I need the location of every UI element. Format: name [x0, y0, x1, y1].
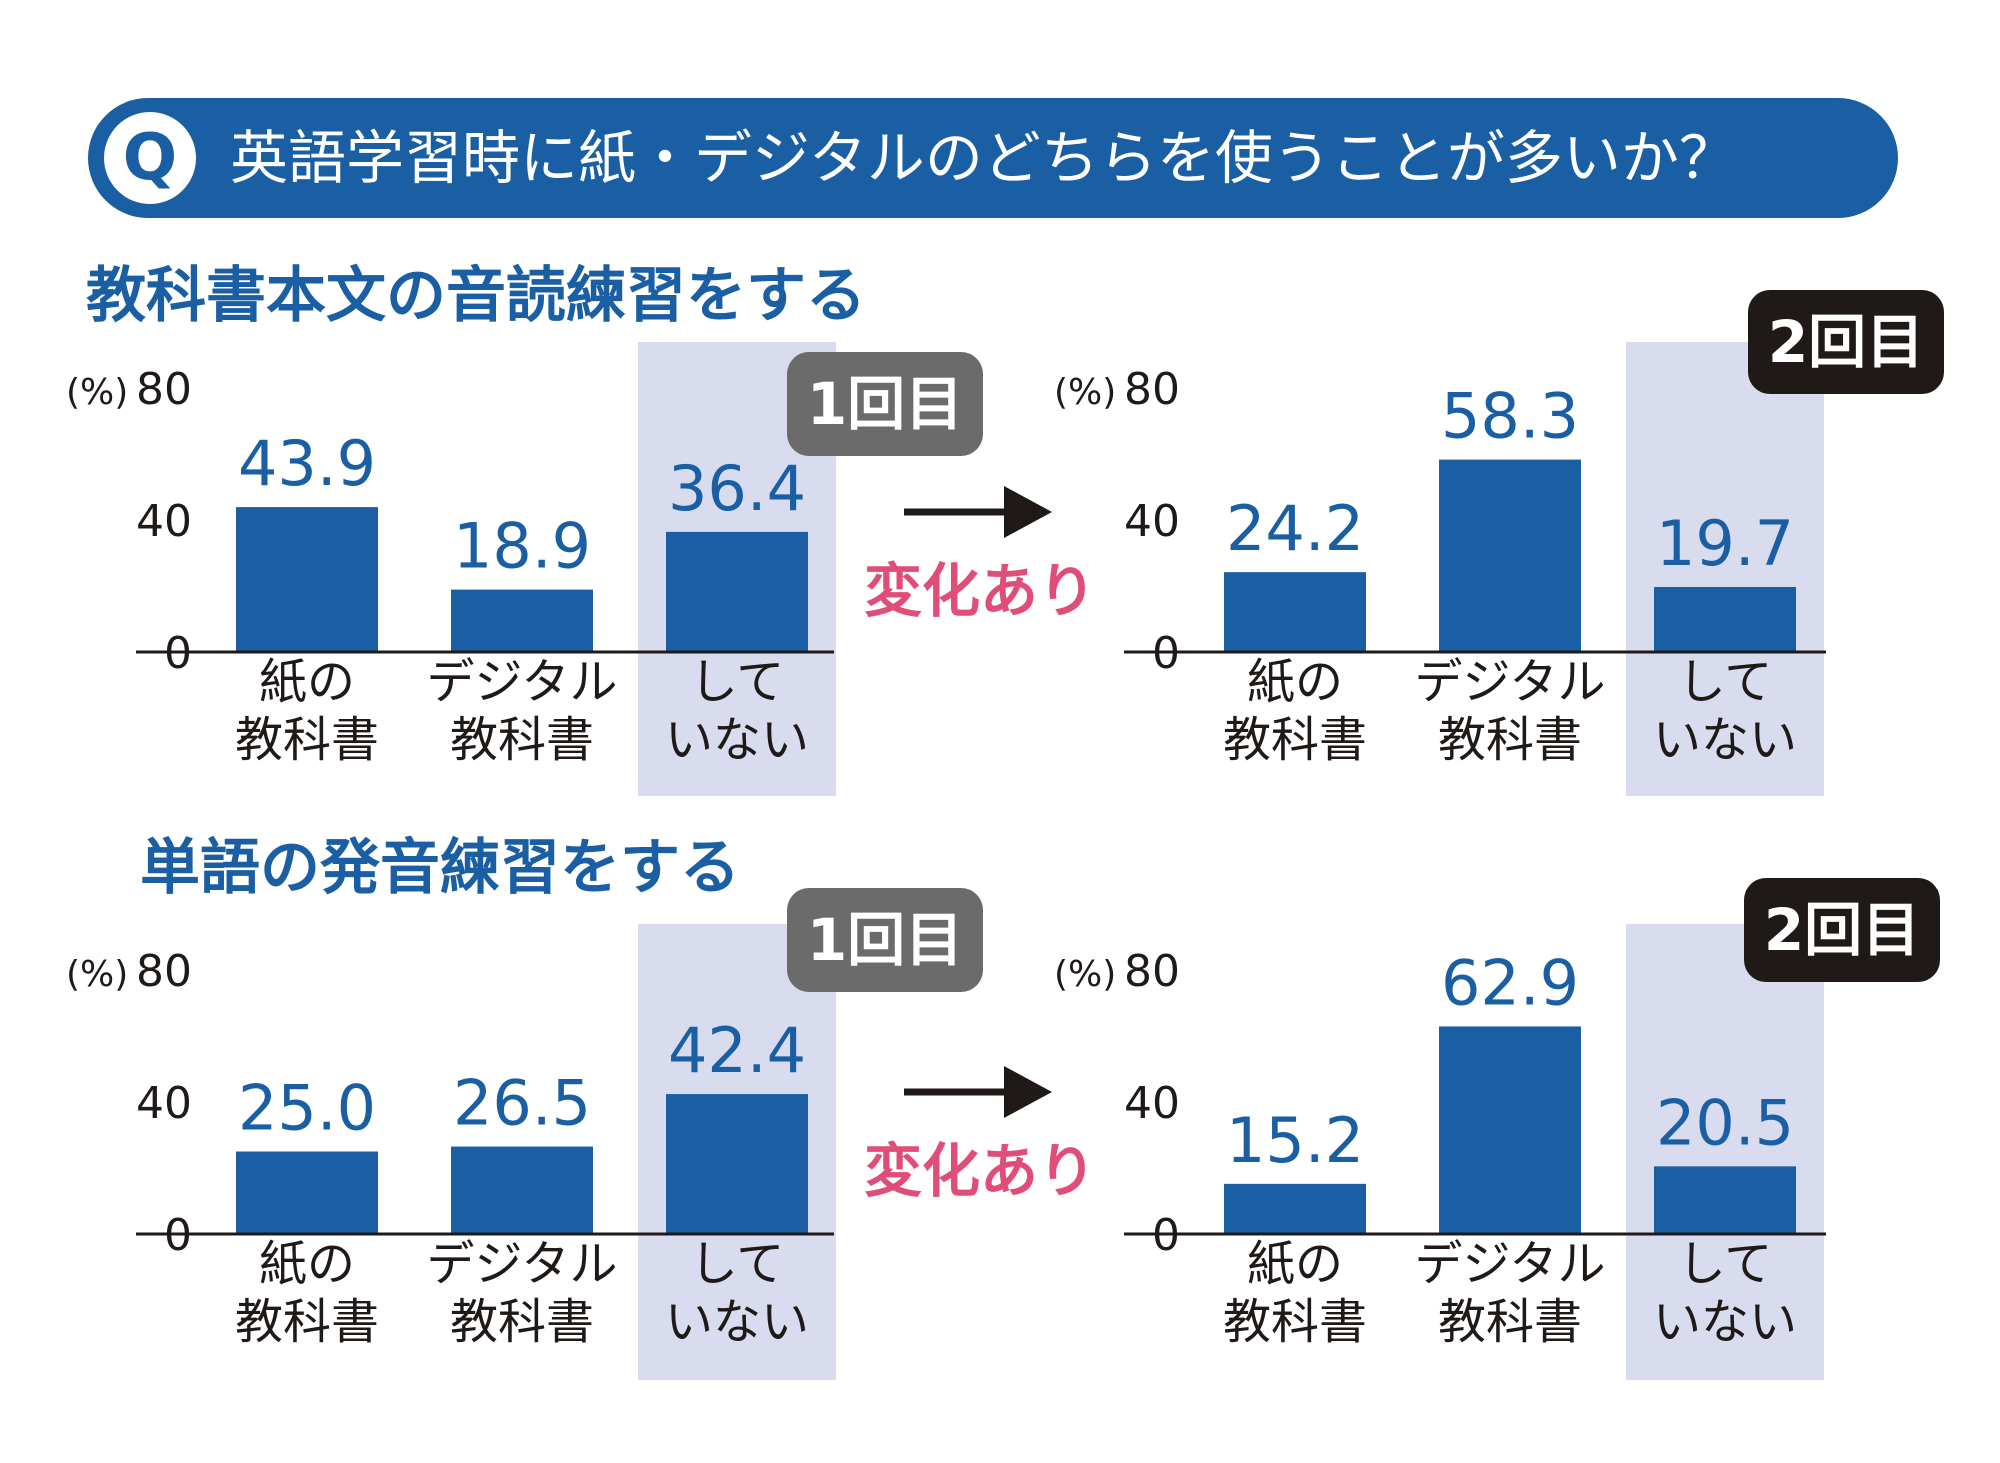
round1-badge-pronunciation: 1回目 — [787, 888, 983, 992]
category-label: いない — [665, 1294, 809, 1350]
round2-badge-pronunciation: 2回目 — [1744, 878, 1940, 982]
arrow-right-icon — [904, 1066, 1052, 1118]
bar — [236, 507, 378, 652]
change-label-reading: 変化あり — [863, 557, 1096, 625]
bar-value-label: 20.5 — [1656, 1086, 1794, 1159]
bar — [1224, 1183, 1366, 1234]
bar — [451, 589, 593, 652]
y-unit-label: (%) — [1054, 954, 1116, 995]
category-label: 紙の — [1247, 1236, 1343, 1292]
question-q-icon: Q — [104, 112, 196, 204]
y-tick-label: 40 — [136, 1078, 192, 1129]
category-label: して — [1678, 1236, 1773, 1292]
highlight-band — [1626, 924, 1824, 1380]
highlight-band — [1626, 342, 1824, 796]
y-tick-label: 80 — [1124, 946, 1180, 997]
bar — [1654, 1166, 1796, 1234]
bar-value-label: 26.5 — [453, 1067, 591, 1140]
bar — [666, 531, 808, 652]
bar — [1439, 459, 1581, 652]
category-label: して — [690, 654, 785, 710]
bar-value-label: 25.0 — [238, 1072, 376, 1145]
bar — [1224, 572, 1366, 652]
round1-badge-reading: 1回目 — [787, 352, 983, 456]
category-label: いない — [1653, 1294, 1797, 1350]
bar-value-label: 18.9 — [453, 510, 591, 583]
y-tick-label: 80 — [136, 364, 192, 415]
category-label: して — [690, 1236, 785, 1292]
category-label: いない — [1653, 712, 1797, 768]
category-label: 教科書 — [450, 1294, 594, 1350]
y-tick-label: 80 — [1124, 364, 1180, 415]
category-label: 教科書 — [1223, 1294, 1367, 1350]
change-label-pronunciation: 変化あり — [863, 1137, 1096, 1205]
y-tick-label: 40 — [1124, 1078, 1180, 1129]
bar-value-label: 19.7 — [1656, 507, 1794, 580]
y-unit-label: (%) — [66, 372, 128, 413]
bar-value-label: 58.3 — [1441, 380, 1579, 453]
bar — [451, 1146, 593, 1234]
bar — [236, 1151, 378, 1234]
category-label: いない — [665, 712, 809, 768]
category-label: 教科書 — [235, 1294, 379, 1350]
category-label: 教科書 — [235, 712, 379, 768]
section-title-reading: 教科書本文の音読練習をする — [86, 261, 866, 331]
category-label: 紙の — [1247, 654, 1343, 710]
section-title-pronunciation: 単語の発音練習をする — [140, 833, 740, 903]
category-label: して — [1678, 654, 1773, 710]
category-label: デジタル — [1414, 654, 1605, 710]
category-label: 教科書 — [1223, 712, 1367, 768]
category-label: 教科書 — [450, 712, 594, 768]
category-label: 教科書 — [1438, 1294, 1582, 1350]
category-label: デジタル — [426, 1236, 617, 1292]
bar-value-label: 36.4 — [668, 452, 806, 525]
category-label: 紙の — [259, 1236, 355, 1292]
y-tick-label: 40 — [1124, 496, 1180, 547]
question-banner — [88, 98, 1898, 218]
bar-value-label: 43.9 — [238, 427, 376, 500]
arrow-right-icon — [904, 486, 1052, 538]
y-unit-label: (%) — [66, 954, 128, 995]
bar-value-label: 42.4 — [668, 1014, 806, 1087]
question-text: 英語学習時に紙・デジタルのどちらを使うことが多いか？ — [230, 124, 1737, 192]
bar-value-label: 62.9 — [1441, 946, 1579, 1019]
bar — [666, 1094, 808, 1234]
bar-value-label: 15.2 — [1226, 1104, 1364, 1177]
bar — [1654, 586, 1796, 652]
bar-value-label: 24.2 — [1226, 492, 1364, 565]
category-label: デジタル — [426, 654, 617, 710]
y-unit-label: (%) — [1054, 372, 1116, 413]
bar — [1439, 1026, 1581, 1234]
y-tick-label: 80 — [136, 946, 192, 997]
y-tick-label: 40 — [136, 496, 192, 547]
category-label: デジタル — [1414, 1236, 1605, 1292]
category-label: 教科書 — [1438, 712, 1582, 768]
category-label: 紙の — [259, 654, 355, 710]
round2-badge-reading: 2回目 — [1748, 290, 1944, 394]
